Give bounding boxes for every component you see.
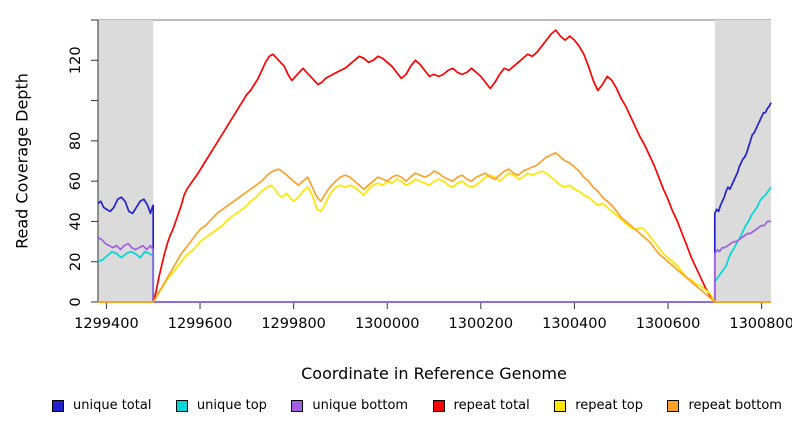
series-repeat-total	[98, 29, 771, 303]
series-unique-top	[97, 186, 772, 303]
coverage-plot-canvas: 0 20 40 60 80 120 1299400 1299600 1299800 1300000…	[68, 19, 792, 332]
legend-item-repeat-bottom: repeat bottom	[667, 398, 782, 413]
shaded-region-right	[714, 20, 771, 302]
legend-item-repeat-top: repeat top	[554, 398, 643, 413]
y-axis-title: Read Coverage Depth	[12, 73, 32, 249]
x-tick-label: 1300400	[542, 316, 607, 332]
x-tick-label: 1299800	[261, 316, 326, 332]
x-tick-label: 1300200	[449, 316, 514, 332]
legend-item-unique-top: unique top	[175, 398, 267, 413]
legend-label: repeat bottom	[688, 398, 782, 413]
y-tick-label: 60	[68, 172, 84, 190]
shaded-region-left	[98, 20, 154, 302]
legend-swatch-repeat-top	[554, 399, 567, 412]
legend-label: unique total	[73, 398, 152, 413]
x-tick-label: 1300600	[636, 316, 701, 332]
legend-swatch-unique-total	[52, 399, 64, 412]
legend: unique total unique top unique bottom repea…	[52, 398, 782, 413]
x-tick-label: 1299400	[74, 316, 139, 332]
legend-label: unique bottom	[312, 398, 409, 413]
legend-label: unique top	[196, 398, 267, 413]
x-tick-label: 1300800	[729, 316, 792, 332]
y-tick-label: 0	[68, 297, 84, 306]
y-tick-label: 20	[68, 252, 84, 270]
legend-swatch-repeat-total	[432, 399, 445, 412]
legend-label: repeat total	[453, 398, 530, 413]
x-axis-title: Coordinate in Reference Genome	[301, 364, 567, 383]
series-repeat-top	[98, 170, 771, 303]
legend-swatch-repeat-bottom	[667, 399, 680, 412]
y-tick-label: 40	[68, 212, 84, 230]
series-unique-bottom	[97, 220, 771, 303]
legend-item-unique-bottom: unique bottom	[291, 398, 408, 413]
x-tick-label: 1300000	[355, 316, 420, 332]
y-tick-label: 80	[68, 132, 84, 150]
series-unique-total	[97, 102, 772, 303]
series-repeat-bottom	[98, 152, 771, 303]
legend-swatch-unique-top	[175, 399, 188, 412]
x-tick-label: 1299600	[168, 316, 233, 332]
legend-item-repeat-total: repeat total	[432, 398, 530, 413]
legend-item-unique-total: unique total	[52, 398, 151, 413]
y-tick-label: 120	[68, 46, 84, 74]
legend-label: repeat top	[575, 398, 643, 413]
legend-swatch-unique-bottom	[291, 399, 304, 412]
